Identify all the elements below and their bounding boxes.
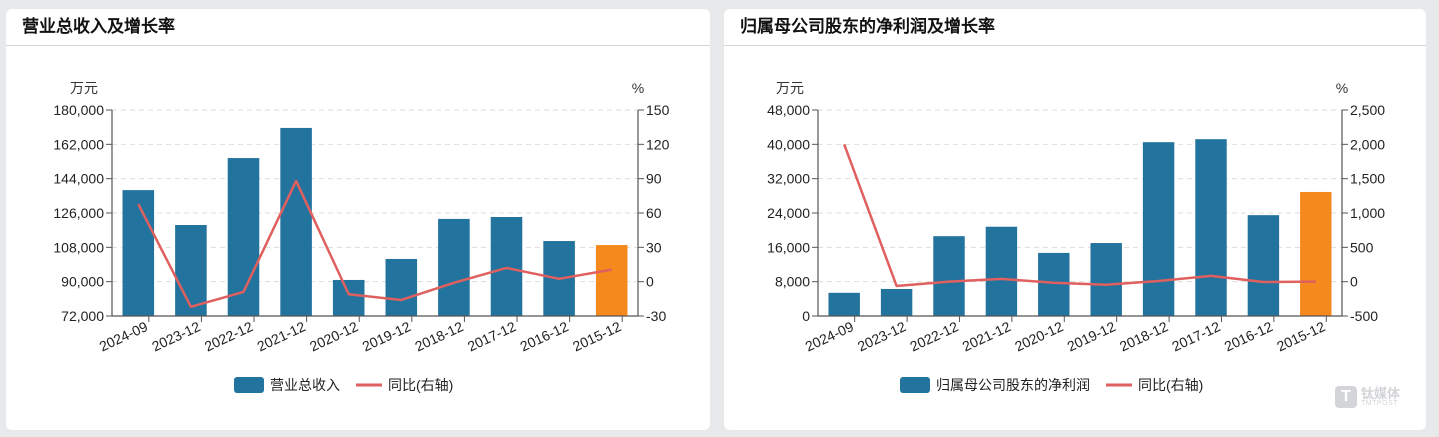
left-tick-label: 48,000 bbox=[767, 102, 810, 118]
x-tick-label: 2020-12 bbox=[1012, 318, 1066, 354]
right-tick-label: 1,500 bbox=[1350, 171, 1385, 187]
right-tick-label: 0 bbox=[1350, 274, 1358, 290]
bar-2017-12[interactable] bbox=[490, 217, 523, 316]
bar-2015-12[interactable] bbox=[595, 245, 628, 316]
net-profit-chart-panel: 归属母公司股东的净利润及增长率 0 -500 8,000 0 16,000 500 24,0… bbox=[724, 9, 1426, 430]
bar-2021-12[interactable] bbox=[985, 226, 1018, 316]
legend-bar-swatch bbox=[234, 377, 264, 393]
bar-2022-12[interactable] bbox=[933, 236, 965, 316]
left-tick-label: 24,000 bbox=[767, 205, 810, 221]
x-tick-label: 2023-12 bbox=[149, 318, 203, 354]
x-tick-label: 2015-12 bbox=[1274, 318, 1328, 354]
x-tick-label: 2017-12 bbox=[465, 318, 519, 354]
legend-bar-label: 归属母公司股东的净利润 bbox=[936, 377, 1090, 393]
legend-bar-swatch bbox=[900, 377, 930, 393]
right-tick-label: 120 bbox=[646, 136, 670, 152]
right-tick-label: -500 bbox=[1350, 308, 1378, 324]
tmtpost-watermark: T 钛媒体 TMTPOST bbox=[1334, 386, 1400, 408]
bar-2023-12[interactable] bbox=[880, 288, 913, 316]
left-axis-unit: 万元 bbox=[70, 80, 98, 96]
left-tick-label: 40,000 bbox=[767, 136, 810, 152]
panel-title: 归属母公司股东的净利润及增长率 bbox=[724, 9, 1426, 46]
right-tick-label: 30 bbox=[646, 239, 662, 255]
right-tick-label: 2,500 bbox=[1350, 102, 1385, 118]
legend-line-label: 同比(右轴) bbox=[1138, 377, 1203, 393]
right-tick-label: 60 bbox=[646, 205, 662, 221]
left-tick-label: 8,000 bbox=[775, 274, 810, 290]
yoy-growth-line[interactable] bbox=[137, 179, 612, 309]
x-tick-label: 2024-09 bbox=[803, 318, 857, 354]
bar-2018-12[interactable] bbox=[1142, 142, 1175, 316]
left-tick-label: 32,000 bbox=[767, 171, 810, 187]
left-tick-label: 16,000 bbox=[767, 239, 810, 255]
x-tick-label: 2019-12 bbox=[360, 318, 414, 354]
x-tick-label: 2021-12 bbox=[960, 318, 1014, 354]
bar-2021-12[interactable] bbox=[280, 127, 312, 316]
x-tick-label: 2024-09 bbox=[97, 318, 151, 354]
left-tick-label: 72,000 bbox=[61, 308, 104, 324]
bar-2017-12[interactable] bbox=[1195, 139, 1227, 316]
x-tick-label: 2021-12 bbox=[255, 318, 309, 354]
legend-line-label: 同比(右轴) bbox=[388, 377, 453, 393]
left-tick-label: 126,000 bbox=[53, 205, 104, 221]
right-tick-label: 500 bbox=[1350, 239, 1374, 255]
bar-2024-09[interactable] bbox=[828, 292, 860, 316]
x-tick-label: 2023-12 bbox=[855, 318, 909, 354]
net-profit-chart: 0 -500 8,000 0 16,000 500 24,000 1,000 32,000 1,5… bbox=[767, 80, 1385, 393]
left-tick-label: 144,000 bbox=[53, 171, 104, 187]
right-tick-label: 90 bbox=[646, 171, 662, 187]
panel-title: 营业总收入及增长率 bbox=[6, 9, 710, 46]
x-tick-label: 2017-12 bbox=[1169, 318, 1223, 354]
right-tick-label: 2,000 bbox=[1350, 136, 1385, 152]
right-axis-unit: % bbox=[1336, 80, 1348, 96]
x-tick-label: 2022-12 bbox=[202, 318, 256, 354]
left-tick-label: 162,000 bbox=[53, 136, 104, 152]
bar-2020-12[interactable] bbox=[332, 279, 365, 316]
x-tick-label: 2015-12 bbox=[570, 318, 624, 354]
tmtpost-logo-icon: T bbox=[1334, 386, 1357, 408]
left-tick-label: 0 bbox=[802, 308, 810, 324]
bar-2015-12[interactable] bbox=[1300, 191, 1332, 316]
legend-bar-label: 营业总收入 bbox=[270, 377, 340, 393]
bar-2016-12[interactable] bbox=[1247, 215, 1280, 316]
x-tick-label: 2016-12 bbox=[518, 318, 572, 354]
bar-2020-12[interactable] bbox=[1038, 252, 1070, 316]
right-tick-label: 150 bbox=[646, 102, 670, 118]
watermark-cn: 钛媒体 bbox=[1360, 386, 1400, 401]
right-tick-label: 0 bbox=[646, 274, 654, 290]
x-tick-label: 2016-12 bbox=[1222, 318, 1276, 354]
x-tick-label: 2022-12 bbox=[907, 318, 961, 354]
right-axis-unit: % bbox=[632, 80, 644, 96]
bar-2023-12[interactable] bbox=[175, 225, 207, 316]
bar-2019-12[interactable] bbox=[1090, 243, 1122, 316]
bar-2018-12[interactable] bbox=[438, 218, 470, 316]
left-axis-unit: 万元 bbox=[776, 80, 804, 96]
yoy-growth-line[interactable] bbox=[843, 143, 1316, 288]
bar-2024-09[interactable] bbox=[122, 190, 155, 316]
right-tick-label: -30 bbox=[646, 308, 666, 324]
left-tick-label: 180,000 bbox=[53, 102, 104, 118]
x-tick-label: 2018-12 bbox=[412, 318, 466, 354]
right-tick-label: 1,000 bbox=[1350, 205, 1385, 221]
x-tick-label: 2019-12 bbox=[1065, 318, 1119, 354]
left-tick-label: 108,000 bbox=[53, 239, 104, 255]
left-tick-label: 90,000 bbox=[61, 274, 104, 290]
revenue-chart: 72,000 -30 90,000 0 108,000 30 126,000 60 144,00… bbox=[53, 80, 670, 393]
bar-2019-12[interactable] bbox=[385, 258, 418, 316]
x-tick-label: 2020-12 bbox=[307, 318, 361, 354]
revenue-chart-panel: 营业总收入及增长率 72,000 -30 90,000 0 108,000 30 126,0… bbox=[6, 9, 710, 430]
x-tick-label: 2018-12 bbox=[1117, 318, 1171, 354]
watermark-en: TMTPOST bbox=[1360, 400, 1398, 407]
